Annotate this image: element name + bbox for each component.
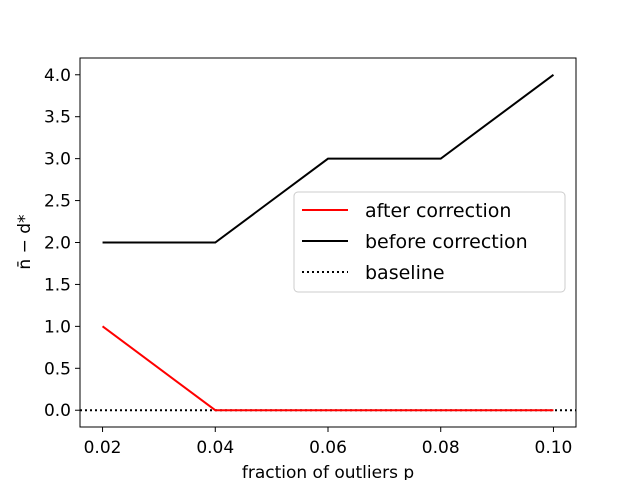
legend-label-after-correction: after correction (365, 200, 511, 222)
x-tick-label: 0.02 (84, 438, 122, 458)
legend: after correction before correction basel… (293, 191, 566, 293)
y-tick-label: 2.0 (44, 234, 71, 254)
plot-marks (80, 73, 576, 412)
legend-label-baseline: baseline (365, 262, 445, 284)
y-axis-ticks: 0.0 0.5 1.0 1.5 2.0 2.5 3.0 3.5 4.0 (44, 66, 80, 421)
x-axis-label: fraction of outliers p (242, 463, 414, 480)
y-tick-label: 4.0 (44, 66, 71, 86)
y-tick-label: 1.5 (44, 275, 71, 295)
x-tick-label: 0.06 (309, 438, 347, 458)
y-tick-label: 3.0 (44, 150, 71, 170)
y-tick-label: 0.0 (44, 401, 71, 421)
x-tick-label: 0.04 (196, 438, 234, 458)
y-axis-label: n̄ − d* (15, 214, 35, 269)
y-tick-label: 3.5 (44, 108, 71, 128)
legend-label-before-correction: before correction (365, 231, 528, 253)
legend-box (293, 191, 566, 293)
y-tick-label: 0.5 (44, 359, 71, 379)
x-axis-ticks: 0.02 0.04 0.06 0.08 0.10 (84, 427, 573, 458)
y-tick-label: 1.0 (44, 317, 71, 337)
x-tick-label: 0.08 (422, 438, 460, 458)
series-line-after-correction (101, 325, 554, 412)
y-tick-label: 2.5 (44, 192, 71, 212)
x-tick-label: 0.10 (535, 438, 573, 458)
series-line-before-correction (102, 73, 555, 244)
